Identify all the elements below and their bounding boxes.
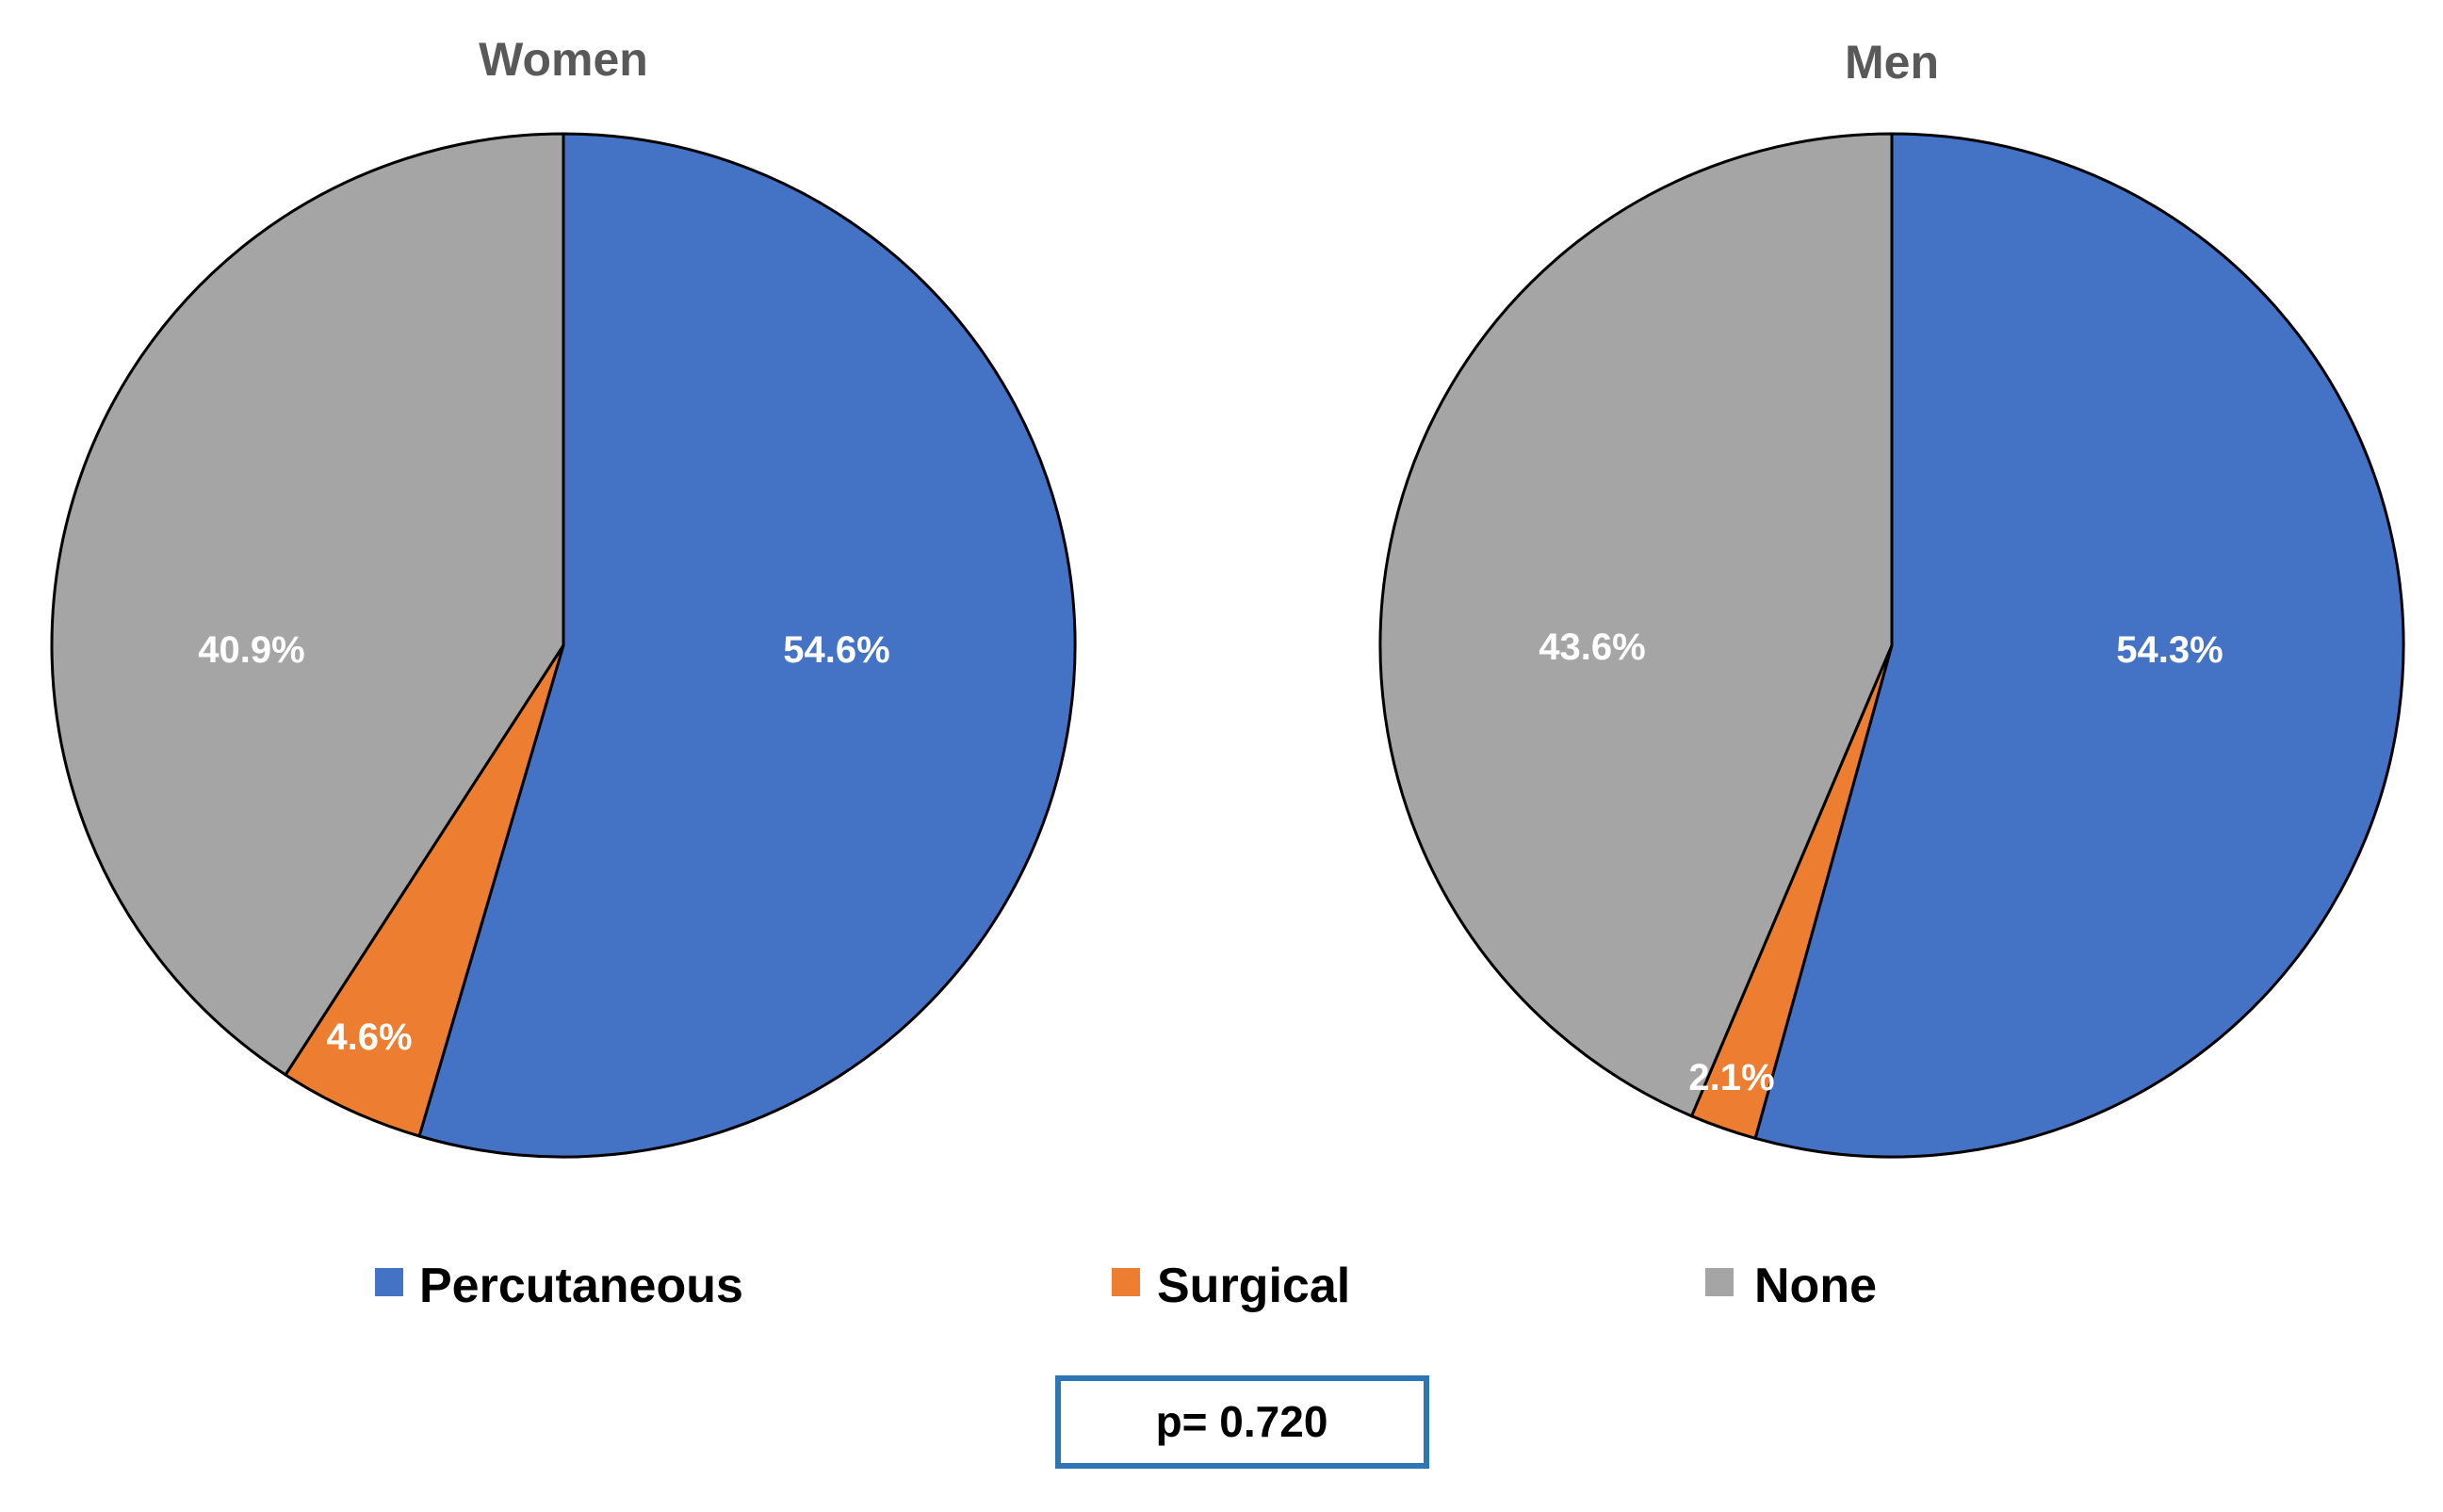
legend-item-surgical: Surgical — [1112, 1259, 1350, 1313]
pie-slice-women-percutaneous — [417, 132, 1077, 1159]
pie-slices-women — [50, 132, 1077, 1159]
pvalue-text: p= 0.720 — [1156, 1397, 1328, 1446]
legend-label-surgical: Surgical — [1157, 1259, 1350, 1313]
legend-item-percutaneous: Percutaneous — [375, 1259, 743, 1313]
pvalue-box: p= 0.720 — [1055, 1375, 1429, 1469]
slice-label-men-percutaneous: 54.3% — [2116, 629, 2223, 671]
chart-title-men: Men — [1845, 36, 1939, 89]
slice-label-men-none: 43.6% — [1539, 626, 1645, 668]
pie-labels-men: 54.3% 2.1% 43.6% — [1539, 626, 2223, 1098]
legend-label-percutaneous: Percutaneous — [419, 1259, 743, 1313]
slice-label-women-percutaneous: 54.6% — [783, 629, 889, 671]
pie-labels-women: 54.6% 4.6% 40.9% — [198, 629, 889, 1058]
pie-chart-men: Men 54.3% 2.1% 43.6% — [1378, 36, 2405, 1159]
pvalue-border — [1055, 1375, 1429, 1469]
slice-label-women-none: 40.9% — [198, 629, 304, 671]
legend-label-none: None — [1754, 1259, 1877, 1313]
legend: Percutaneous Surgical None — [375, 1259, 1877, 1313]
pie-slice-women-surgical — [284, 643, 565, 1138]
pie-slice-women-none — [50, 132, 565, 1077]
legend-item-none: None — [1705, 1259, 1877, 1313]
pie-chart-women: Women 54.6% 4.6% 40.9% — [50, 33, 1077, 1159]
slice-label-women-surgical: 4.6% — [326, 1016, 412, 1058]
legend-swatch-surgical — [1112, 1268, 1140, 1296]
legend-swatch-percutaneous — [375, 1268, 403, 1296]
pie-slice-men-percutaneous — [1753, 132, 2405, 1159]
pie-slices-men — [1378, 132, 2405, 1159]
chart-title-women: Women — [479, 33, 648, 86]
legend-swatch-none — [1705, 1268, 1734, 1296]
pie-slice-men-none — [1378, 132, 1894, 1118]
slice-label-men-surgical: 2.1% — [1688, 1057, 1774, 1098]
